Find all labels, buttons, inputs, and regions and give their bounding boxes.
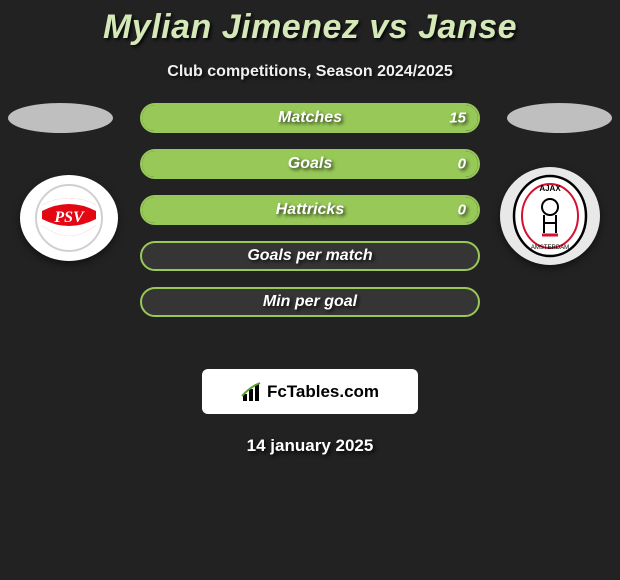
shadow-ellipse-left — [8, 103, 113, 133]
stat-bar: Goals 0 — [140, 149, 480, 179]
snapshot-date: 14 january 2025 — [0, 436, 620, 456]
stat-value-right: 0 — [458, 202, 466, 219]
stat-label: Goals per match — [247, 247, 372, 265]
shadow-ellipse-right — [507, 103, 612, 133]
comparison-subtitle: Club competitions, Season 2024/2025 — [0, 63, 620, 81]
stat-bar: Min per goal — [140, 287, 480, 317]
stat-bar: Matches 15 — [140, 103, 480, 133]
stat-bar: Goals per match — [140, 241, 480, 271]
svg-text:AJAX: AJAX — [539, 184, 561, 193]
ajax-crest-icon: AJAX AMSTERDAM — [510, 173, 590, 259]
brand-text: FcTables.com — [267, 382, 379, 402]
svg-text:PSV: PSV — [53, 209, 85, 226]
stat-value-right: 15 — [449, 110, 466, 127]
club-crest-right: AJAX AMSTERDAM — [500, 167, 600, 265]
svg-text:AMSTERDAM: AMSTERDAM — [531, 245, 569, 251]
stat-label: Matches — [278, 109, 342, 127]
club-crest-left: PSV — [20, 175, 118, 261]
psv-crest-icon: PSV — [32, 181, 106, 255]
stat-label: Goals — [288, 155, 332, 173]
stat-value-right: 0 — [458, 156, 466, 173]
bar-chart-icon — [241, 381, 263, 403]
stat-bar: Hattricks 0 — [140, 195, 480, 225]
comparison-stage: PSV AJAX AMSTERDAM Matches15Goals0Hattri… — [0, 103, 620, 353]
brand-box: FcTables.com — [202, 369, 418, 414]
stat-bars-container: Matches 15 Goals 0 Hattricks 0 Goals per match… — [140, 103, 480, 333]
stat-label: Min per goal — [263, 293, 357, 311]
comparison-title: Mylian Jimenez vs Janse — [0, 0, 620, 47]
stat-label: Hattricks — [276, 201, 344, 219]
